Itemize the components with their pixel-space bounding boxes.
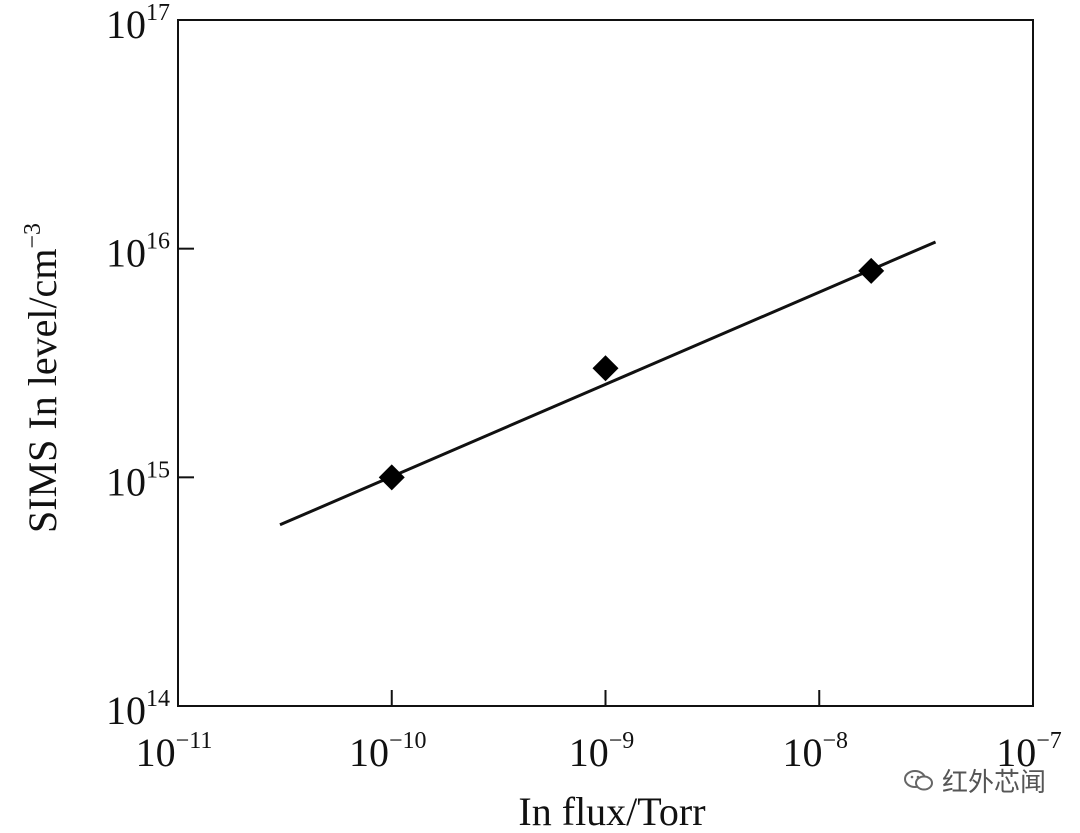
x-tick-label-base: 10 — [349, 730, 389, 775]
x-axis-title: In flux/Torr — [518, 789, 705, 833]
x-tick-label-exponent: −10 — [389, 728, 427, 754]
x-tick-label-exponent: −9 — [609, 728, 635, 754]
watermark-text: 红外芯闻 — [941, 768, 1046, 798]
y-tick-label-exponent: 14 — [146, 686, 170, 712]
x-tick-label: 10−8 — [782, 728, 848, 775]
x-tick-label-base: 10 — [996, 730, 1036, 775]
wechat-icon — [903, 769, 933, 790]
x-tick-label: 10−11 — [136, 728, 213, 775]
x-tick-label: 10−9 — [569, 728, 635, 775]
data-points — [378, 257, 885, 491]
y-tick-label-base: 10 — [106, 459, 146, 504]
x-tick-label-base: 10 — [782, 730, 822, 775]
x-tick-label-exponent: −11 — [176, 728, 213, 754]
data-point-diamond — [858, 257, 885, 284]
y-tick-label-exponent: 15 — [146, 457, 170, 483]
x-tick-label: 10−10 — [349, 728, 427, 775]
watermark: 红外芯闻 — [903, 762, 1046, 799]
y-tick-label-exponent: 17 — [146, 0, 170, 26]
x-tick-label: 10−7 — [996, 728, 1062, 775]
y-tick-label: 1016 — [106, 229, 170, 276]
y-tick-label-base: 10 — [106, 688, 146, 733]
y-axis-title: SIMS In level/cm−3 — [20, 223, 65, 533]
fit-line-group — [279, 240, 937, 527]
y-tick-label: 1017 — [106, 0, 170, 47]
x-tick-label-base: 10 — [136, 730, 176, 775]
x-axis-ticks: 10−11 10−10 10−9 10−8 10−7 — [136, 690, 1062, 775]
y-tick-label: 1015 — [106, 457, 170, 504]
y-tick-label-exponent: 16 — [146, 229, 170, 255]
y-tick-label-base: 10 — [106, 2, 146, 47]
data-point-diamond — [378, 464, 405, 491]
y-tick-label: 1014 — [106, 686, 170, 733]
x-tick-label-base: 10 — [569, 730, 609, 775]
y-tick-label-base: 10 — [106, 231, 146, 276]
y-axis-title-superscript: −3 — [20, 223, 46, 249]
x-tick-label-exponent: −7 — [1036, 728, 1062, 754]
y-axis-title-text: SIMS In level/cm — [20, 249, 65, 533]
x-tick-label-exponent: −8 — [822, 728, 848, 754]
fit-line — [279, 240, 937, 527]
data-point-diamond — [592, 355, 619, 382]
